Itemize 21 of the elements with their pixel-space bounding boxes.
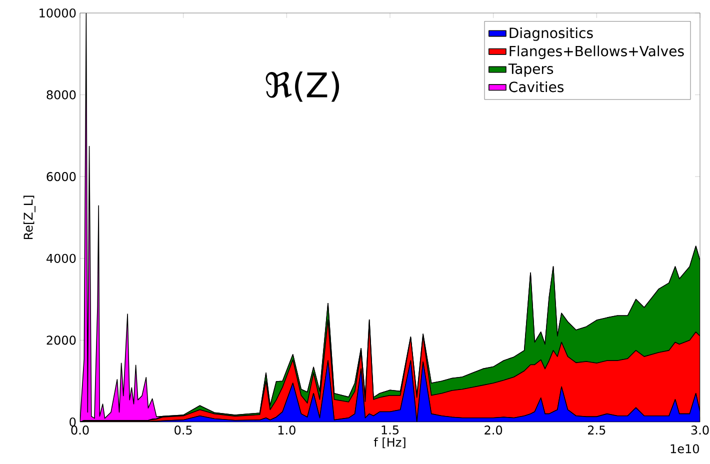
x-axis-title: f [Hz] bbox=[374, 437, 406, 448]
x-tick-label: 1.5 bbox=[382, 426, 398, 434]
legend-label: Cavities bbox=[509, 81, 564, 92]
x-tick-label: 0.0 bbox=[71, 426, 89, 435]
legend-label: Tapers bbox=[508, 64, 554, 77]
y-tick-label: 4000 bbox=[46, 254, 76, 263]
legend-label: Diagnositics bbox=[510, 27, 593, 41]
legend-label: Flanges+Bellows+Valves bbox=[510, 46, 684, 60]
x-tick-label: 2.5 bbox=[588, 426, 606, 435]
x-tick-label: 3.0 bbox=[691, 426, 709, 435]
x-tick-label: 0.5 bbox=[174, 426, 192, 435]
x-tick-label: 2.0 bbox=[484, 426, 502, 435]
y-axis-title: Re[Z_L] bbox=[23, 196, 36, 240]
y-tick-label: 8000 bbox=[46, 90, 76, 100]
y-tick-label: 6000 bbox=[46, 172, 76, 182]
text: 1e10 bbox=[670, 444, 699, 454]
y-tick-label: 0 bbox=[70, 417, 76, 427]
y-tick-label: 2000 bbox=[46, 336, 76, 345]
y-tick-label: 10000 bbox=[40, 8, 76, 18]
x-tick-label: 1.0 bbox=[278, 426, 296, 435]
annotation: ℜ(Z) bbox=[266, 71, 340, 102]
